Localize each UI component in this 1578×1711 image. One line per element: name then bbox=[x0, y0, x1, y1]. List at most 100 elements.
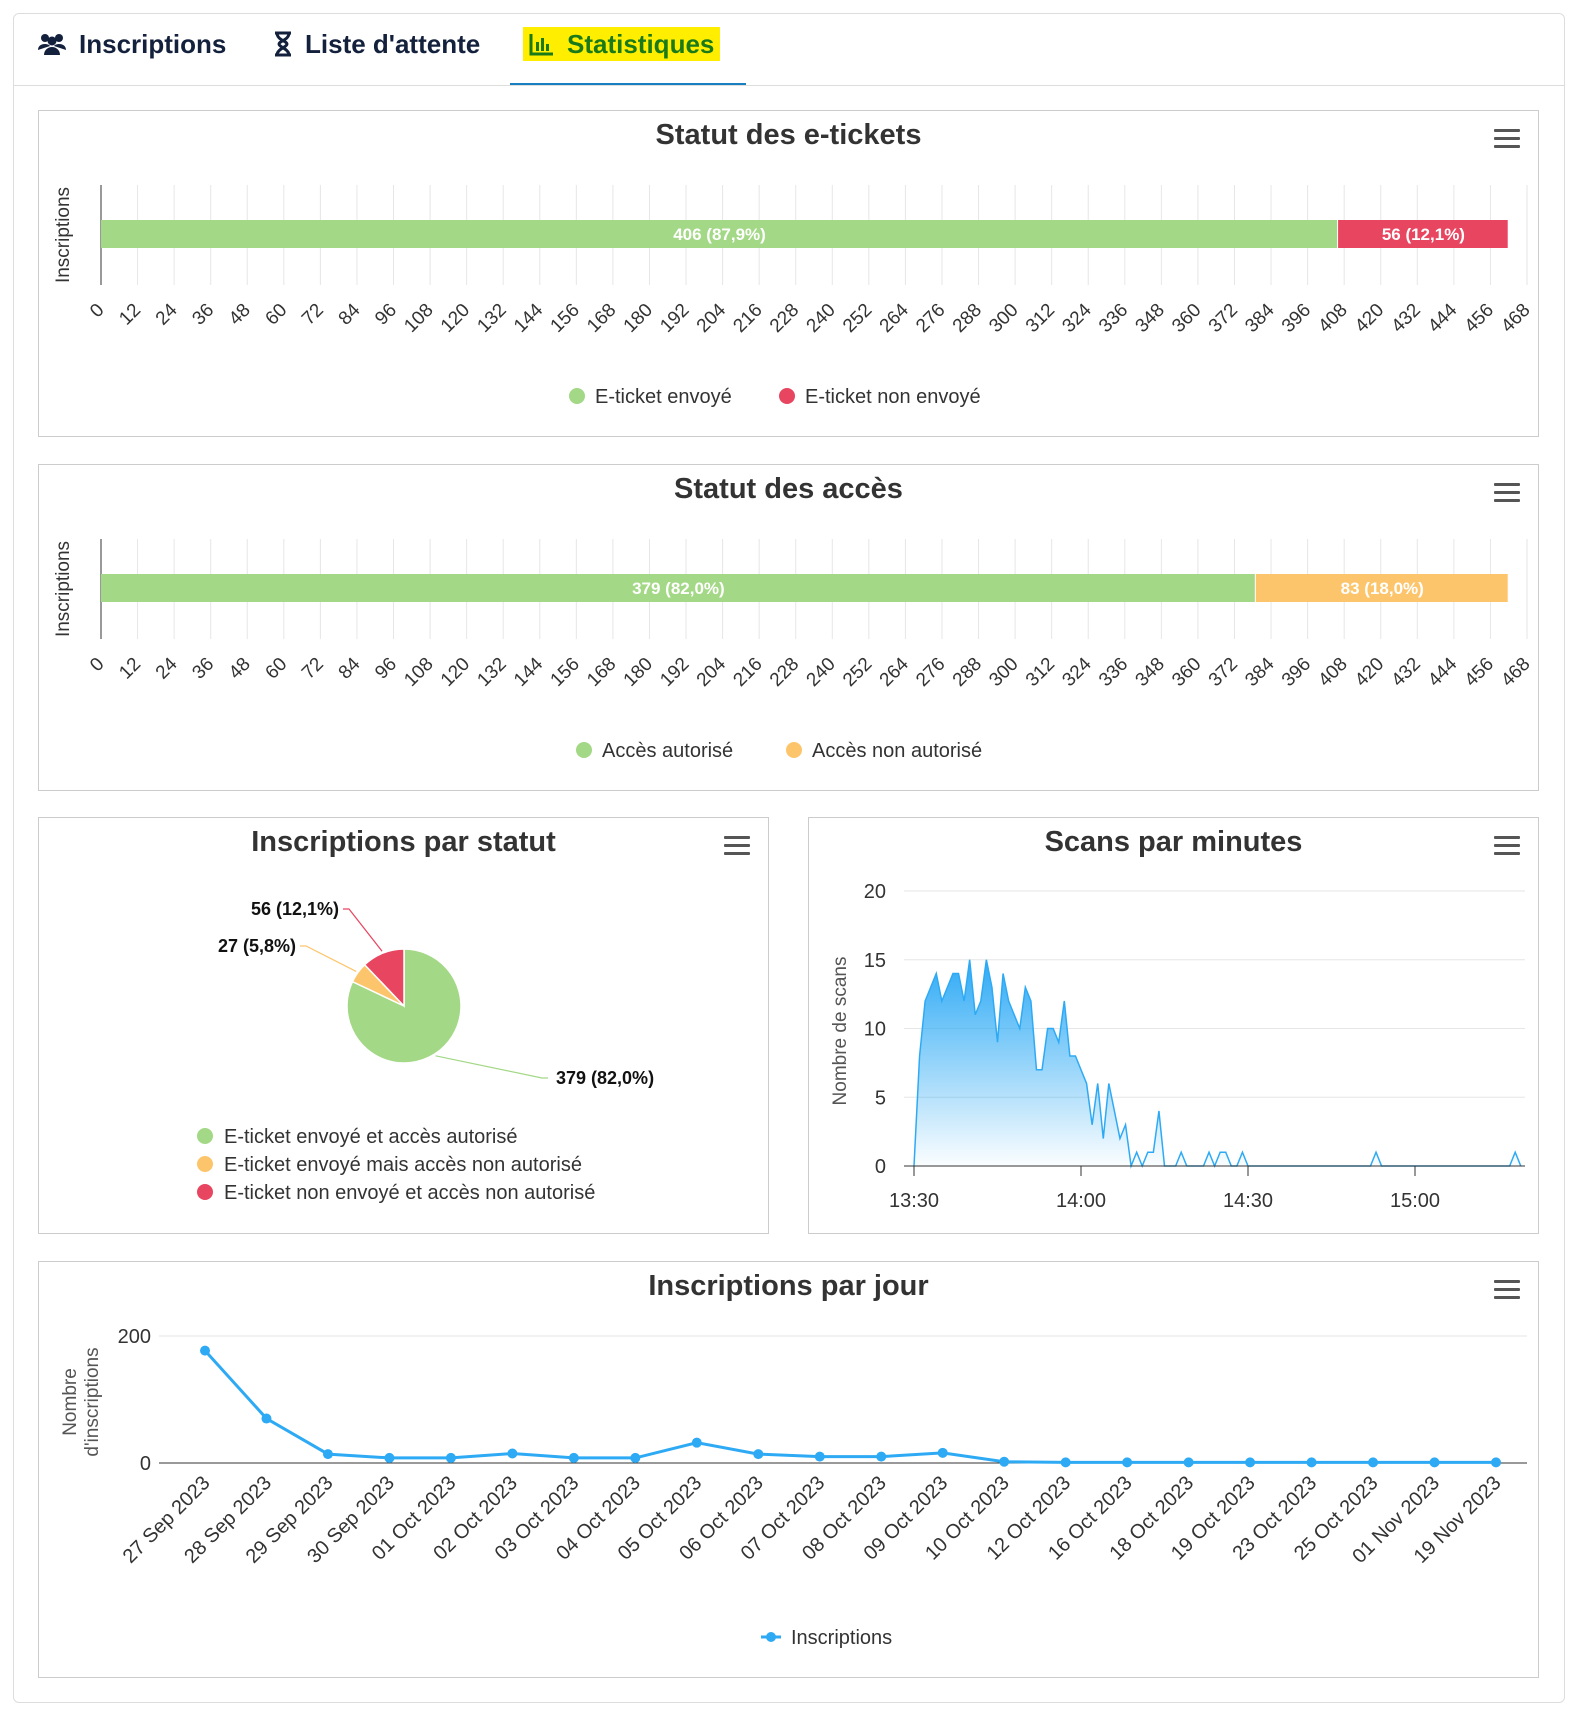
x-tick-label: 444 bbox=[1424, 653, 1462, 691]
x-tick-label: 24 bbox=[152, 653, 182, 683]
y-axis-title: Nombre de scans bbox=[830, 957, 851, 1106]
legend-label: E-ticket envoyé mais accès non autorisé bbox=[224, 1154, 582, 1176]
x-tick-label: 396 bbox=[1278, 654, 1315, 691]
x-tick-label: 468 bbox=[1497, 300, 1534, 337]
x-tick-label: 300 bbox=[985, 300, 1022, 337]
x-tick-label: 60 bbox=[262, 300, 292, 330]
x-tick-label: 60 bbox=[262, 654, 292, 684]
data-point bbox=[937, 1447, 948, 1458]
x-tick-label: 168 bbox=[583, 300, 620, 337]
x-tick-label: 336 bbox=[1095, 300, 1132, 337]
x-tick-label: 372 bbox=[1205, 300, 1242, 337]
x-tick-label: 252 bbox=[839, 300, 876, 337]
legend-label: E-ticket envoyé et accès autorisé bbox=[224, 1126, 517, 1148]
data-point bbox=[1183, 1457, 1194, 1468]
x-tick-label: 0 bbox=[86, 300, 108, 322]
legend-label: Accès non autorisé bbox=[812, 740, 982, 762]
x-tick-label: 312 bbox=[1022, 300, 1059, 337]
x-tick-label: 336 bbox=[1095, 654, 1132, 691]
data-point bbox=[1306, 1457, 1317, 1468]
x-tick-label: 108 bbox=[400, 300, 437, 337]
x-tick-label: 14:00 bbox=[1056, 1190, 1106, 1212]
legend-marker bbox=[569, 388, 585, 404]
x-tick-label: 144 bbox=[510, 299, 548, 337]
chart-title: Statut des e-tickets bbox=[655, 119, 922, 151]
data-point bbox=[384, 1452, 395, 1463]
legend-label: E-ticket envoyé bbox=[595, 386, 732, 408]
y-tick-label: 15 bbox=[864, 950, 886, 972]
data-point bbox=[322, 1449, 333, 1460]
tab-inscriptions[interactable]: Inscriptions bbox=[37, 27, 226, 61]
pie-connector bbox=[343, 908, 383, 952]
chart-menu-icon[interactable] bbox=[1494, 836, 1520, 856]
x-tick-label: 24 bbox=[152, 299, 182, 329]
x-tick-label: 396 bbox=[1278, 300, 1315, 337]
pie-connector bbox=[435, 1055, 548, 1079]
x-tick-label: 324 bbox=[1058, 299, 1096, 337]
x-tick-label: 132 bbox=[473, 654, 510, 691]
hourglass-icon bbox=[275, 31, 291, 57]
chart-menu-icon[interactable] bbox=[1494, 1280, 1520, 1300]
x-tick-label: 432 bbox=[1388, 654, 1425, 691]
data-point bbox=[200, 1345, 210, 1356]
legend-marker bbox=[786, 742, 802, 758]
x-tick-label: 180 bbox=[620, 300, 657, 337]
chart-title: Statut des accès bbox=[674, 473, 903, 505]
users-icon bbox=[38, 34, 66, 55]
x-tick-label: 300 bbox=[985, 654, 1022, 691]
y-axis-title: Inscriptions bbox=[53, 187, 74, 283]
x-tick-label: 276 bbox=[912, 654, 949, 691]
x-tick-label: 48 bbox=[225, 654, 255, 684]
x-tick-label: 312 bbox=[1022, 654, 1059, 691]
x-tick-label: 0 bbox=[86, 654, 108, 676]
y-tick-label: 10 bbox=[864, 1019, 886, 1041]
x-tick-label: 156 bbox=[547, 300, 584, 337]
x-tick-label: 456 bbox=[1461, 300, 1498, 337]
x-tick-label: 348 bbox=[1132, 300, 1169, 337]
chart-menu-icon[interactable] bbox=[724, 836, 750, 856]
x-tick-label: 252 bbox=[839, 654, 876, 691]
x-tick-label: 432 bbox=[1388, 300, 1425, 337]
x-tick-label: 456 bbox=[1461, 654, 1498, 691]
eticket-status-chart: Statut des e-tickets 0 12 24 36 48 60 72 84 96 10… bbox=[38, 110, 1539, 437]
tab-liste-attente[interactable]: Liste d'attente bbox=[273, 27, 480, 61]
x-tick-label: 276 bbox=[912, 300, 949, 337]
legend-label: Inscriptions bbox=[791, 1627, 892, 1649]
x-tick-label: 120 bbox=[437, 300, 474, 337]
bar-data-label: 406 (87,9%) bbox=[673, 225, 766, 244]
scan-area bbox=[914, 959, 1521, 1166]
x-tick-label: 468 bbox=[1497, 654, 1534, 691]
chart-title: Scans par minutes bbox=[1044, 826, 1303, 858]
x-tick-label: 228 bbox=[766, 300, 803, 337]
x-tick-label: 288 bbox=[949, 300, 986, 337]
x-tick-label: 408 bbox=[1314, 654, 1351, 691]
chart-menu-icon[interactable] bbox=[1494, 483, 1520, 503]
pie-slice bbox=[346, 948, 462, 1064]
data-point bbox=[1245, 1457, 1256, 1468]
x-tick-label: 240 bbox=[803, 300, 840, 337]
x-tick-label: 192 bbox=[656, 654, 693, 691]
x-tick-label: 12 bbox=[115, 300, 145, 330]
x-tick-label: 324 bbox=[1058, 653, 1096, 691]
data-point bbox=[630, 1452, 641, 1463]
data-point bbox=[1429, 1457, 1440, 1468]
y-axis-title-line1: Nombre bbox=[60, 1368, 81, 1436]
tab-statistiques[interactable]: Statistiques bbox=[523, 27, 721, 61]
x-tick-label: 96 bbox=[371, 300, 401, 330]
data-point bbox=[999, 1456, 1010, 1467]
data-point bbox=[691, 1437, 702, 1448]
y-tick-label: 200 bbox=[118, 1326, 151, 1348]
data-point bbox=[507, 1448, 518, 1459]
x-tick-label: 168 bbox=[583, 654, 620, 691]
chart-menu-icon[interactable] bbox=[1494, 129, 1520, 149]
x-tick-label: 96 bbox=[371, 654, 401, 684]
x-tick-label: 444 bbox=[1424, 299, 1462, 337]
legend-marker bbox=[197, 1128, 213, 1144]
pie-data-label: 379 (82,0%) bbox=[556, 1068, 654, 1088]
data-point bbox=[814, 1451, 825, 1462]
legend-marker bbox=[197, 1156, 213, 1172]
statistics-card bbox=[13, 13, 1565, 1703]
x-tick-label: 36 bbox=[188, 300, 218, 330]
data-point bbox=[1060, 1457, 1071, 1468]
data-point bbox=[876, 1451, 887, 1462]
